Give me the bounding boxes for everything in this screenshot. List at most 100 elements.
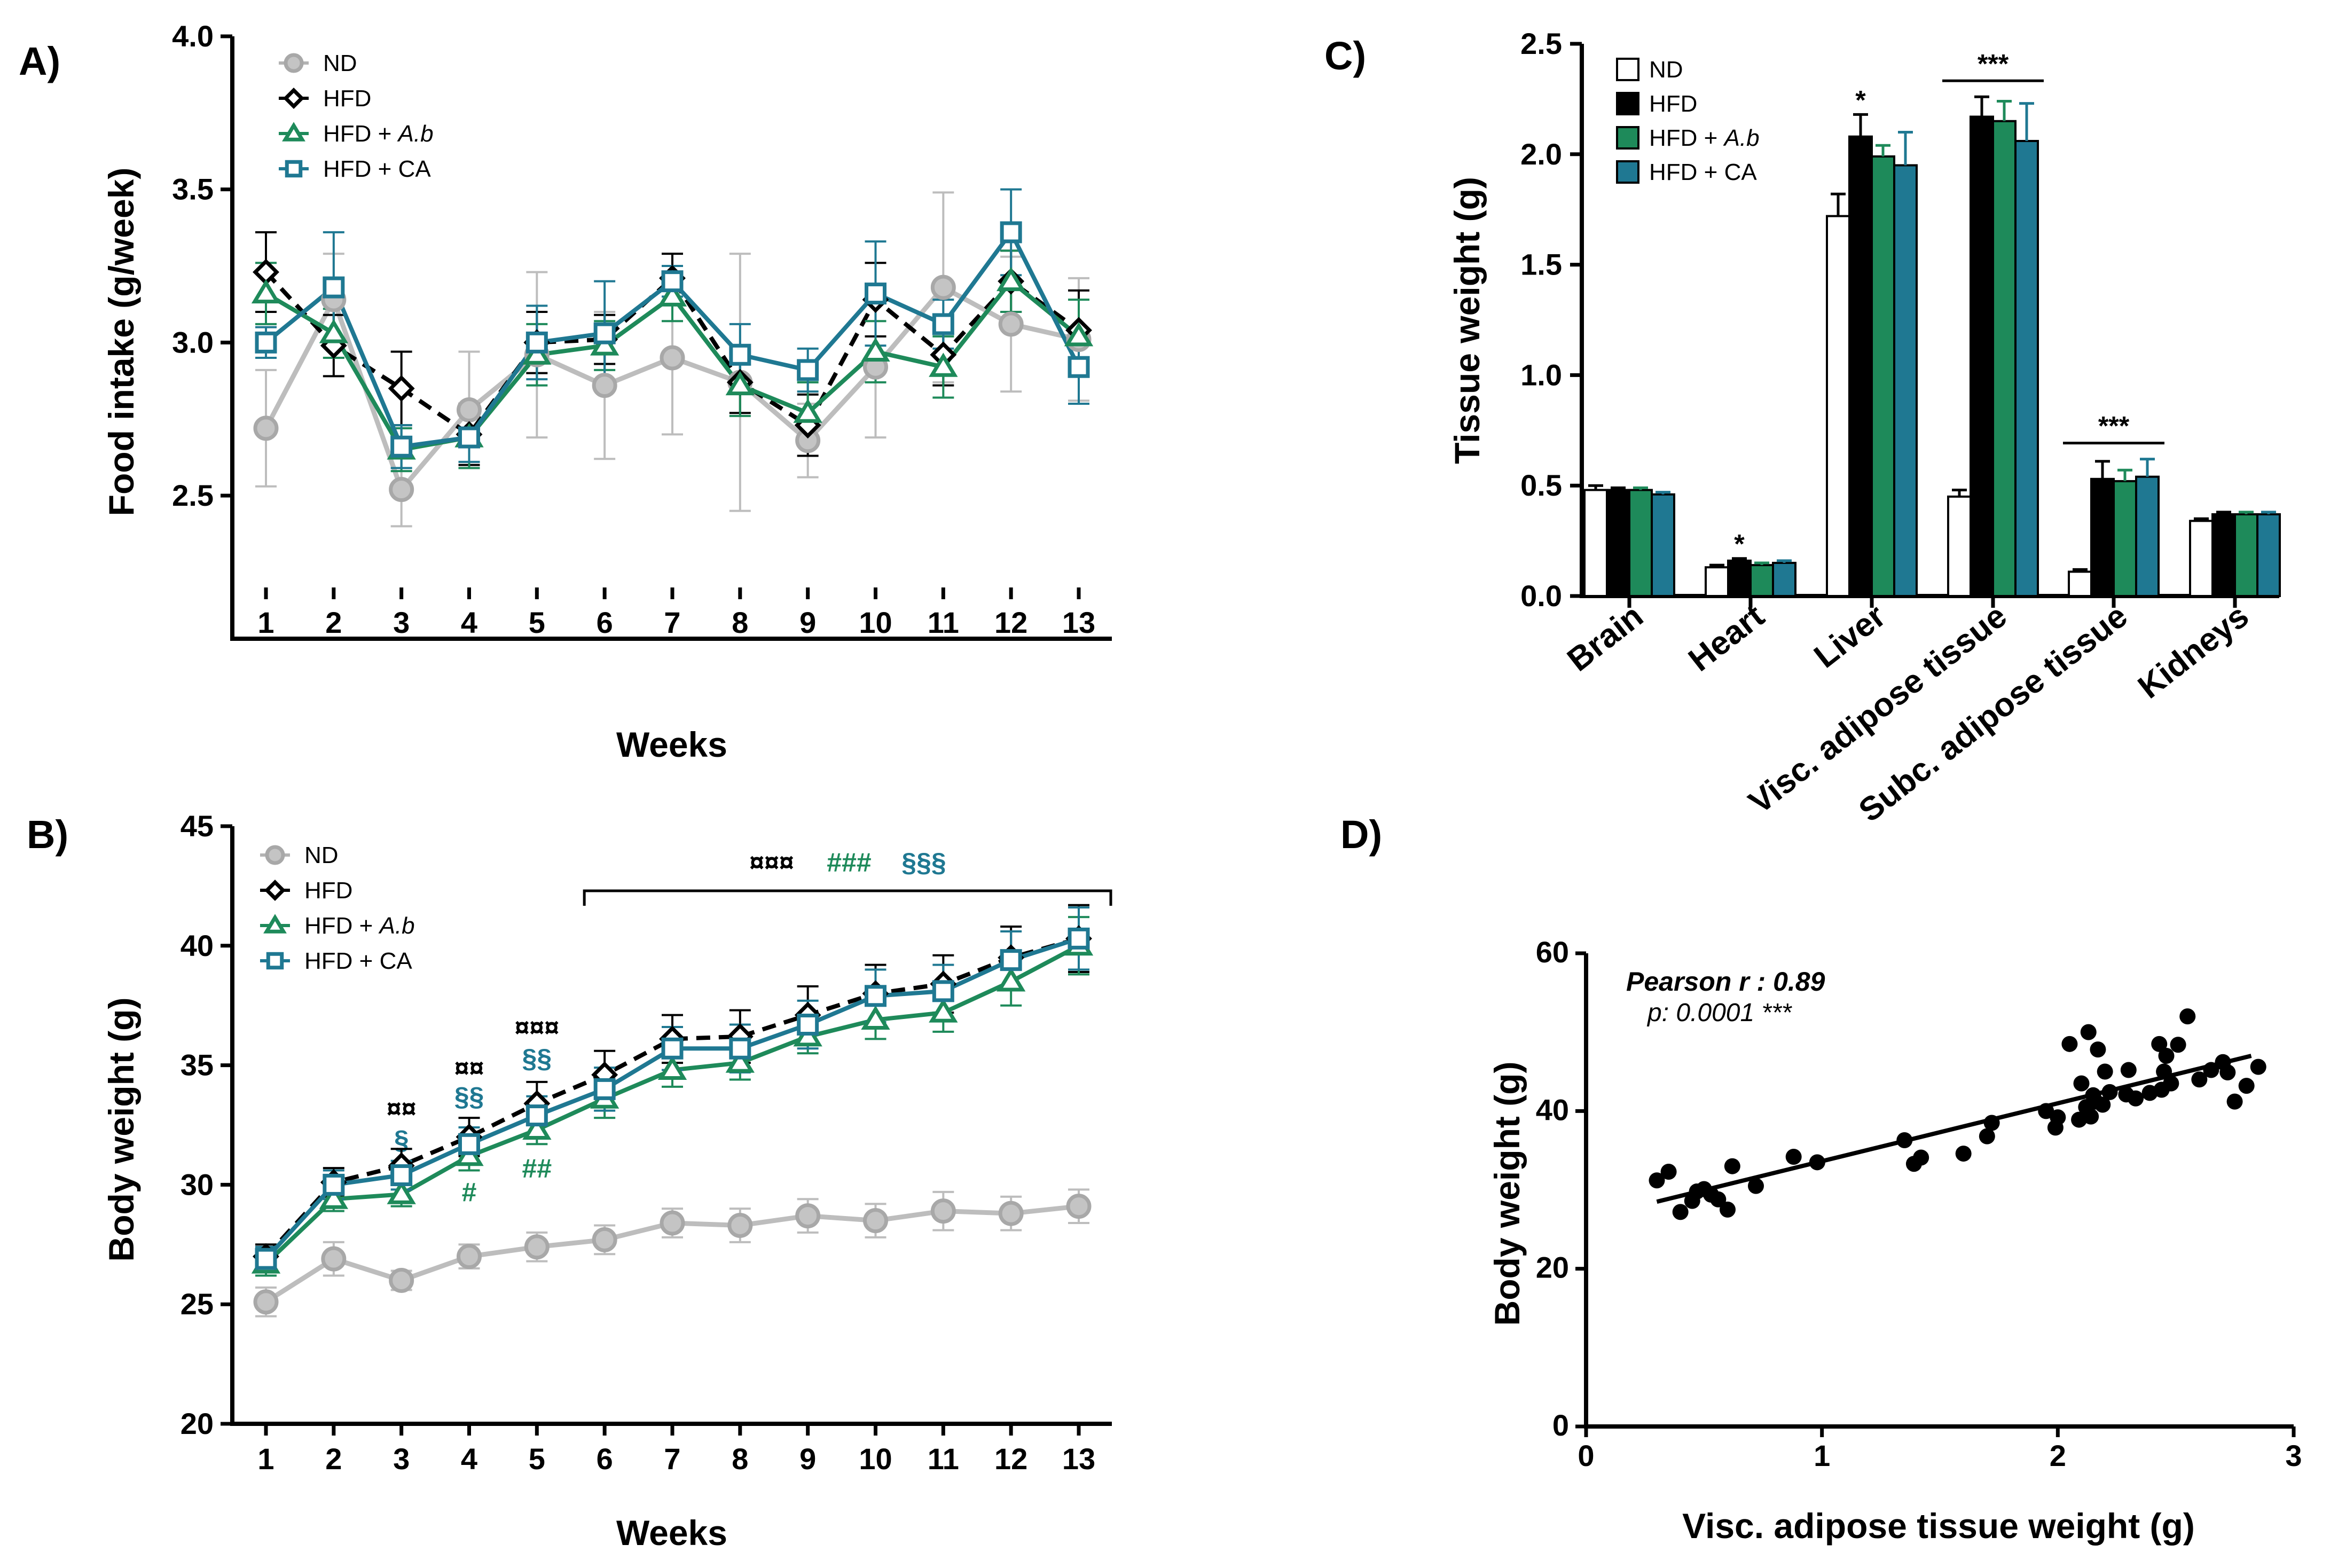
b-point-nd	[727, 1212, 753, 1238]
c-bar-hfd_ab	[1749, 564, 1774, 597]
c-significance-mark: *	[1855, 85, 1866, 115]
c-significance-mark: ***	[1978, 49, 2009, 79]
c-ytick-label: 0.5	[1520, 468, 1562, 502]
b-bracket-mark-hfd_ca: §§§	[901, 848, 946, 877]
d-scatter-point	[1785, 1148, 1802, 1165]
a-point-hfd_ab	[793, 398, 822, 423]
a-point-hfd_ab	[929, 352, 958, 377]
c-bar-nd	[2068, 570, 2092, 598]
d-ytick-label: 40	[1536, 1093, 1569, 1126]
c-bar-hfd_ab	[1992, 120, 2017, 597]
d-scatter-point	[2191, 1071, 2208, 1088]
a-point-hfd_ca	[797, 359, 819, 381]
d-scatter-point	[2073, 1075, 2090, 1092]
a-point-hfd_ca	[1068, 356, 1090, 378]
d-xtick-label: 2	[2050, 1439, 2066, 1472]
d-scatter-point	[1979, 1128, 1995, 1144]
b-xtick-label: 1	[257, 1442, 274, 1476]
c-bar-hfd	[1848, 135, 1873, 598]
b-point-nd	[389, 1267, 414, 1293]
d-scatter-point	[2083, 1108, 2099, 1125]
c-legend-swatch-hfd_ca	[1616, 160, 1639, 184]
a-legend-marker-hfd_ab	[282, 122, 305, 142]
b-ytick-label: 20	[181, 1407, 214, 1440]
d-scatter-point	[2179, 1008, 2196, 1025]
b-legend-label-nd: ND	[304, 842, 339, 868]
food-intake-x-title: Weeks	[616, 725, 727, 764]
d-ytick-label: 0	[1552, 1408, 1569, 1442]
d-scatter-point	[2080, 1024, 2097, 1040]
b-week-mark-hfd_ca: §§	[522, 1044, 552, 1073]
b-point-nd	[930, 1198, 956, 1224]
a-point-nd	[592, 373, 617, 398]
a-xtick-label: 8	[732, 606, 748, 639]
d-scatter-point	[1672, 1204, 1689, 1220]
b-xtick-label: 5	[529, 1442, 545, 1476]
a-legend-marker-hfd_ca	[285, 160, 303, 178]
c-bar-hfd	[1606, 489, 1630, 597]
b-point-hfd_ca	[323, 1173, 345, 1196]
c-legend-label-hfd_ca: HFD + CA	[1649, 159, 1757, 185]
d-scatter-point	[2238, 1078, 2255, 1094]
d-scatter-point	[2158, 1047, 2175, 1064]
a-point-nd	[660, 345, 685, 371]
b-legend-marker-hfd_ca	[266, 952, 284, 970]
c-bar-nd	[1583, 489, 1608, 597]
tissue-weight-y-title: Tissue weight (g)	[1447, 177, 1487, 464]
a-legend-marker-nd	[284, 53, 304, 73]
b-week-mark-hfd_ab: ##	[522, 1154, 552, 1183]
a-legend-label-hfd_ca: HFD + CA	[323, 156, 431, 182]
food-intake-y-title: Food intake (g/week)	[101, 168, 141, 516]
b-point-hfd_ab	[657, 1055, 687, 1080]
b-point-hfd_ca	[255, 1248, 277, 1270]
c-ytick-label: 0.0	[1520, 579, 1562, 613]
b-ytick-label: 40	[181, 929, 214, 962]
d-xtick-label: 0	[1578, 1439, 1594, 1472]
b-point-hfd_ca	[458, 1133, 480, 1155]
a-legend-label-nd: ND	[323, 50, 357, 76]
a-point-hfd_ca	[1000, 221, 1022, 244]
a-legend-label-hfd: HFD	[323, 85, 371, 112]
c-bar-hfd_ab	[1628, 489, 1653, 597]
b-ytick-label: 45	[181, 809, 214, 843]
d-scatter-point	[2097, 1063, 2113, 1080]
b-xtick-label: 7	[664, 1442, 680, 1476]
d-scatter-point	[2128, 1090, 2144, 1107]
b-point-hfd_ca	[1000, 949, 1022, 971]
c-ytick-label: 1.5	[1520, 248, 1562, 281]
d-ytick-label: 20	[1536, 1251, 1569, 1284]
d-scatter-point	[2050, 1109, 2066, 1126]
b-xtick-label: 11	[928, 1442, 959, 1476]
c-bar-hfd_ca	[1893, 164, 1918, 598]
d-scatter-point	[1748, 1178, 1764, 1194]
a-point-nd	[930, 275, 956, 300]
a-xtick-label: 6	[597, 606, 613, 639]
d-scatter-point	[2163, 1075, 2179, 1092]
a-point-hfd_ab	[1064, 322, 1094, 347]
b-point-hfd_ca	[932, 980, 954, 1002]
d-xtick-label: 1	[1814, 1439, 1830, 1472]
a-xtick-label: 10	[859, 606, 892, 639]
b-point-nd	[524, 1234, 550, 1260]
b-point-hfd_ca	[661, 1037, 684, 1060]
a-ytick-label: 3.5	[172, 173, 214, 206]
d-scatter-point	[1955, 1146, 1972, 1162]
b-point-hfd_ca	[865, 985, 886, 1007]
a-point-hfd_ca	[255, 331, 277, 354]
b-point-hfd_ab	[725, 1048, 755, 1073]
a-point-hfd_ca	[661, 270, 684, 293]
b-point-hfd_ca	[729, 1037, 751, 1060]
b-point-hfd_ca	[525, 1104, 548, 1127]
body-weight-y-title: Body weight (g)	[101, 998, 141, 1262]
b-xtick-label: 10	[859, 1442, 892, 1476]
correlation-x-title: Visc. adipose tissue weight (g)	[1682, 1506, 2195, 1546]
p-value-annotation: p: 0.0001 ***	[1646, 999, 1792, 1027]
b-xtick-label: 6	[597, 1442, 613, 1476]
b-ytick-label: 30	[181, 1167, 214, 1201]
food-intake-chart: 2.53.03.54.0 1 2 3 4 5 6 7 8 9 10 11 12 13 NDHFDHFD …	[101, 19, 1112, 764]
c-category-label: Liver	[1807, 598, 1892, 676]
a-xtick-label: 2	[325, 606, 342, 639]
pearson-r-annotation: Pearson r : 0.89	[1626, 967, 1825, 997]
